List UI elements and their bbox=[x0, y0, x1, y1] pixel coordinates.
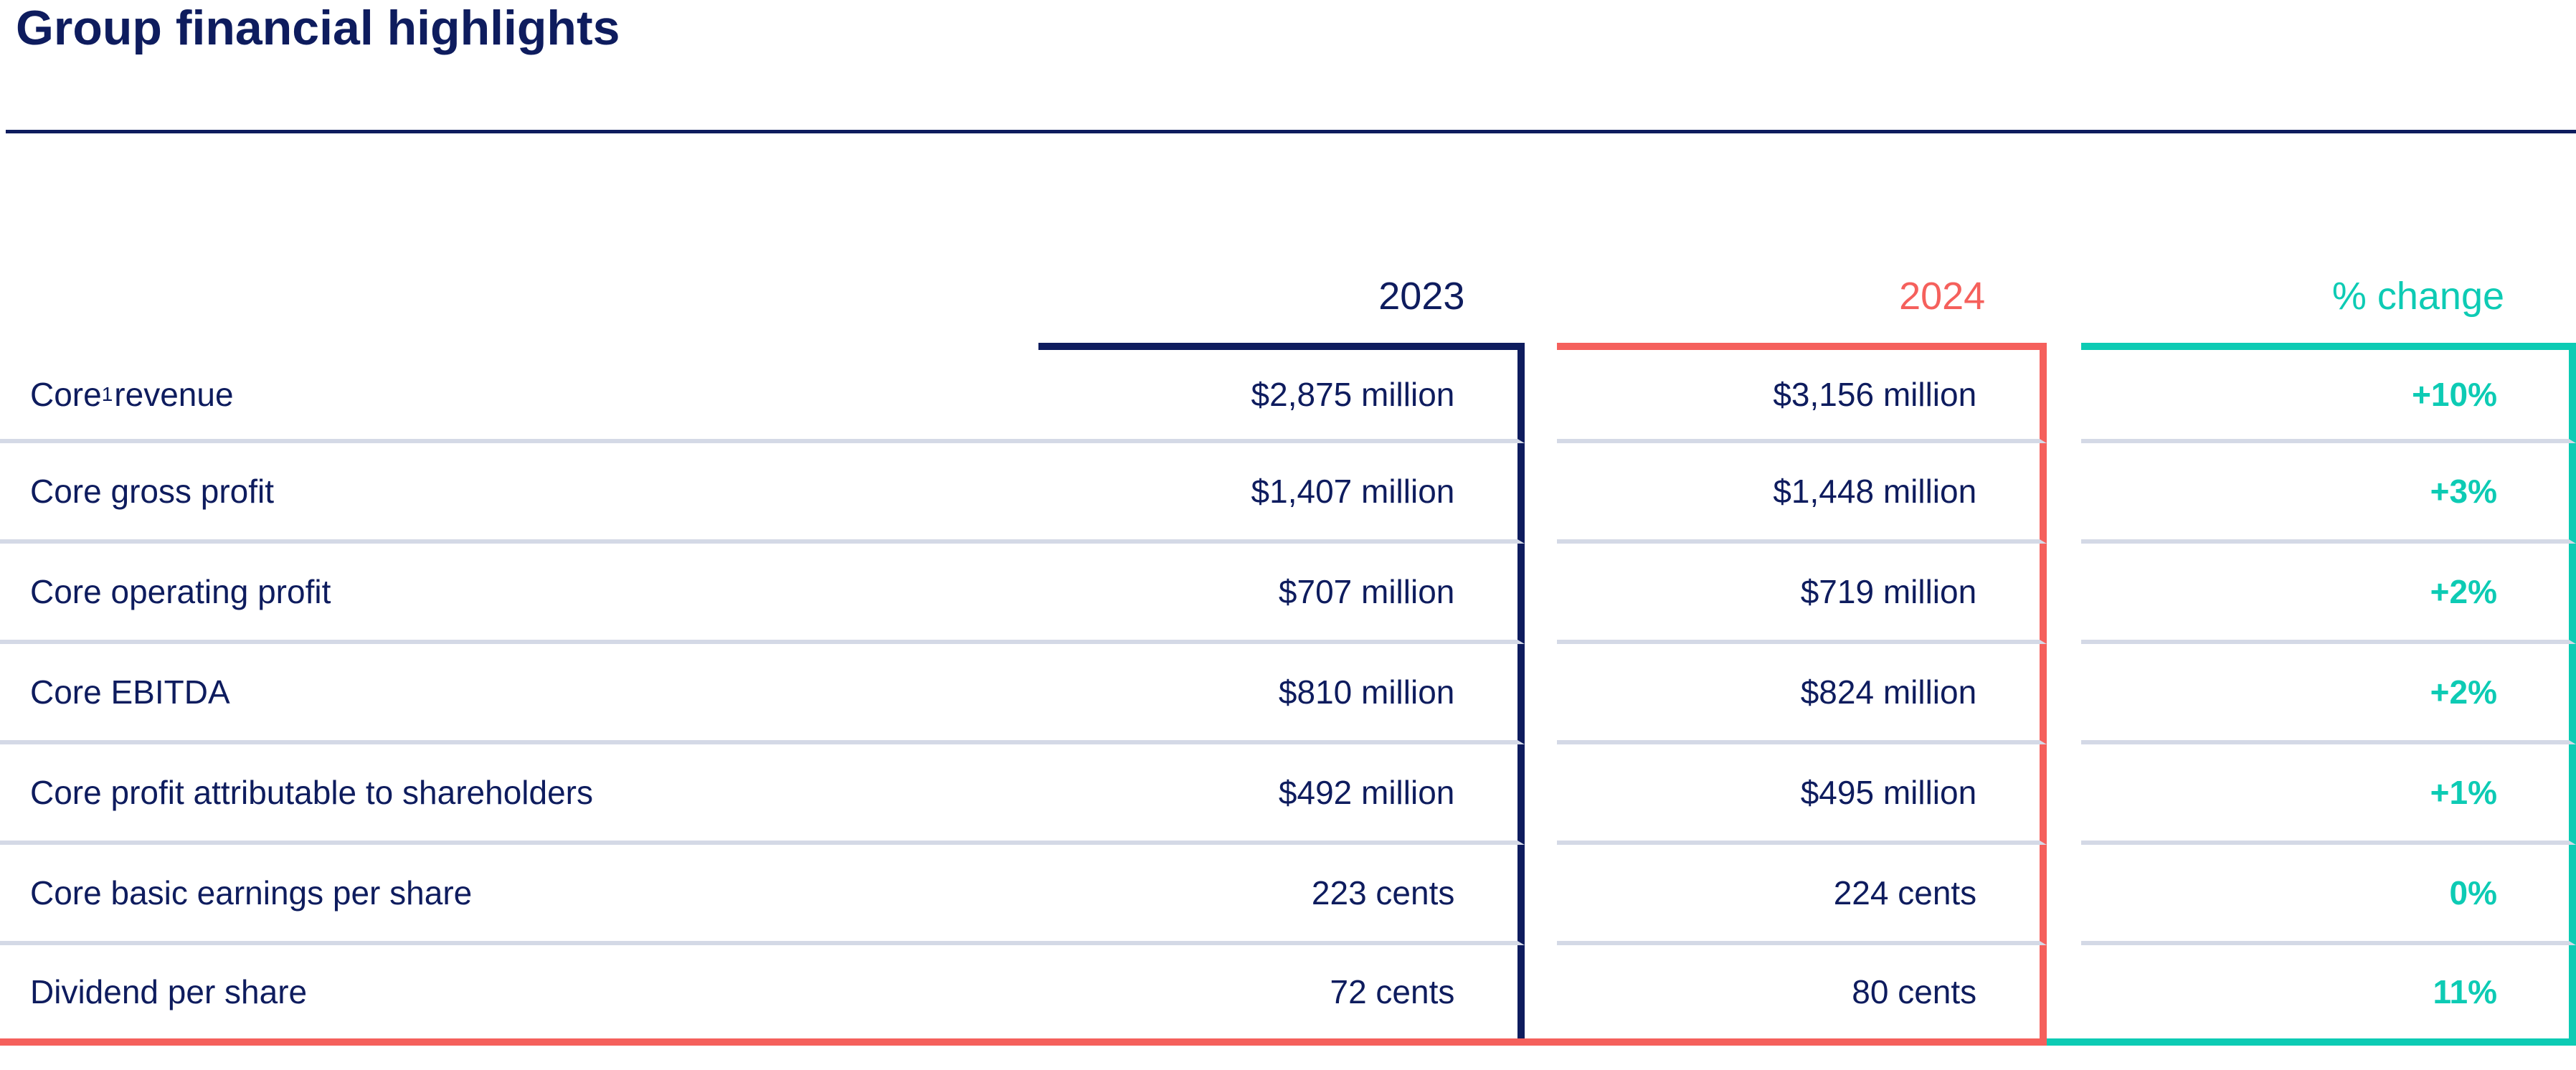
row-label: Core gross profit bbox=[0, 443, 1038, 544]
row-label-text: Core bbox=[30, 376, 102, 413]
table-bottom-border bbox=[0, 1038, 2576, 1046]
column-gap bbox=[1525, 443, 1557, 544]
top-border-spacer bbox=[0, 343, 1038, 350]
value-2024: $719 million bbox=[1557, 544, 2047, 644]
table-row: Core basic earnings per share 223 cents … bbox=[0, 845, 2576, 945]
row-label: Core profit attributable to shareholders bbox=[0, 744, 1038, 845]
value-percent-change: 11% bbox=[2081, 945, 2576, 1038]
column-header-2024: 2024 bbox=[1899, 275, 1986, 318]
column-gap bbox=[1525, 350, 1557, 443]
column-gap bbox=[2047, 845, 2081, 945]
column-gap bbox=[1525, 343, 1557, 350]
value-2024: $1,448 million bbox=[1557, 443, 2047, 544]
column-gap bbox=[2047, 644, 2081, 744]
column-gap bbox=[2047, 744, 2081, 845]
value-2023: $2,875 million bbox=[1038, 350, 1525, 443]
column-header-percent-change: % change bbox=[2331, 275, 2505, 318]
row-label: Dividend per share bbox=[0, 945, 1038, 1038]
value-2023: $492 million bbox=[1038, 744, 1525, 845]
value-percent-change: +10% bbox=[2081, 350, 2576, 443]
column-gap bbox=[1525, 945, 1557, 1038]
value-percent-change: 0% bbox=[2081, 845, 2576, 945]
row-label-text: Core EBITDA bbox=[30, 673, 230, 711]
top-border-2024 bbox=[1557, 343, 2047, 350]
row-label: Core EBITDA bbox=[0, 644, 1038, 744]
bottom-border-coral bbox=[0, 1038, 2047, 1046]
column-gap bbox=[2047, 945, 2081, 1038]
table-header-row: 2023 2024 % change bbox=[0, 244, 2576, 343]
table-row: Core EBITDA $810 million $824 million +2… bbox=[0, 644, 2576, 744]
table-rows: Core 1 revenue $2,875 million $3,156 mill… bbox=[0, 350, 2576, 1038]
financial-highlights-table: 2023 2024 % change Core 1 revenue $2,875 … bbox=[0, 244, 2576, 1046]
value-percent-change: +2% bbox=[2081, 544, 2576, 644]
row-label-rest: revenue bbox=[114, 376, 234, 413]
value-2023: $707 million bbox=[1038, 544, 1525, 644]
value-2024: 80 cents bbox=[1557, 945, 2047, 1038]
value-2024: $3,156 million bbox=[1557, 350, 2047, 443]
column-box-top-borders bbox=[0, 343, 2576, 350]
row-label: Core basic earnings per share bbox=[0, 845, 1038, 945]
column-gap bbox=[2047, 443, 2081, 544]
row-label-text: Dividend per share bbox=[30, 973, 308, 1010]
page-title: Group financial highlights bbox=[16, 1, 620, 55]
table-row: Core gross profit $1,407 million $1,448 … bbox=[0, 443, 2576, 544]
table-row: Core profit attributable to shareholders… bbox=[0, 744, 2576, 845]
value-2023: $810 million bbox=[1038, 644, 1525, 744]
value-percent-change: +2% bbox=[2081, 644, 2576, 744]
column-header-2023: 2023 bbox=[1378, 275, 1465, 318]
column-gap bbox=[1525, 744, 1557, 845]
row-label-text: Core profit attributable to shareholders bbox=[30, 774, 593, 811]
row-label-text: Core gross profit bbox=[30, 473, 275, 510]
bottom-border-teal bbox=[2047, 1038, 2576, 1046]
value-2024: $495 million bbox=[1557, 744, 2047, 845]
column-gap bbox=[2047, 544, 2081, 644]
column-gap bbox=[2047, 350, 2081, 443]
column-gap bbox=[1525, 644, 1557, 744]
value-2024: 224 cents bbox=[1557, 845, 2047, 945]
title-divider bbox=[6, 130, 2576, 133]
value-2024: $824 million bbox=[1557, 644, 2047, 744]
column-gap bbox=[2047, 343, 2081, 350]
column-gap bbox=[1525, 544, 1557, 644]
row-label: Core operating profit bbox=[0, 544, 1038, 644]
column-gap bbox=[1525, 845, 1557, 945]
row-label-text: Core basic earnings per share bbox=[30, 874, 473, 912]
value-percent-change: +3% bbox=[2081, 443, 2576, 544]
table-row: Core 1 revenue $2,875 million $3,156 mill… bbox=[0, 350, 2576, 443]
value-2023: $1,407 million bbox=[1038, 443, 1525, 544]
top-border-2023 bbox=[1038, 343, 1525, 350]
value-2023: 223 cents bbox=[1038, 845, 1525, 945]
value-2023: 72 cents bbox=[1038, 945, 1525, 1038]
row-label: Core 1 revenue bbox=[0, 350, 1038, 443]
table-row: Dividend per share 72 cents 80 cents 11% bbox=[0, 945, 2576, 1038]
top-border-percent-change bbox=[2081, 343, 2576, 350]
row-label-text: Core operating profit bbox=[30, 573, 331, 610]
table-row: Core operating profit $707 million $719 … bbox=[0, 544, 2576, 644]
value-percent-change: +1% bbox=[2081, 744, 2576, 845]
